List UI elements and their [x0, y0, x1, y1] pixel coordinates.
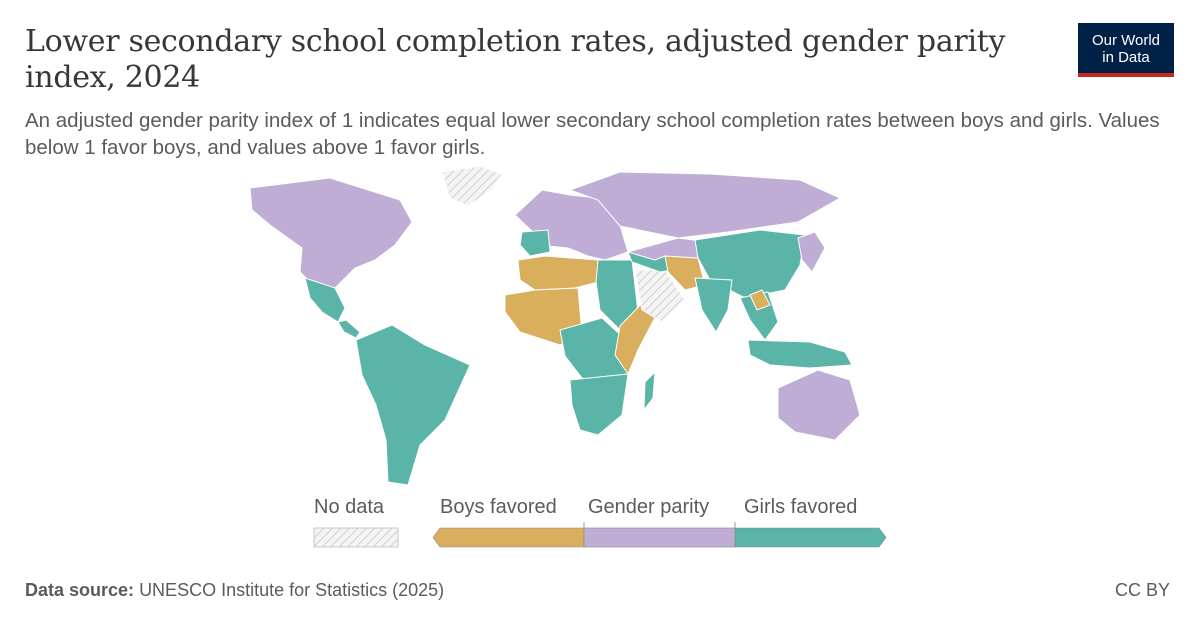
legend-swatches [313, 522, 887, 548]
owid-logo[interactable]: Our World in Data [1078, 23, 1174, 77]
legend-swatch-parity [583, 527, 736, 548]
map-region-madagascar[interactable] [643, 370, 656, 412]
map-region-north-africa[interactable] [517, 255, 599, 291]
map-region-russia[interactable] [568, 171, 842, 239]
map-region-north-america[interactable] [249, 177, 413, 289]
map-region-japan-korea[interactable] [797, 231, 826, 273]
map-region-australia[interactable] [777, 369, 861, 441]
data-source-label: Data source: [25, 580, 135, 600]
chart-subtitle: An adjusted gender parity index of 1 ind… [25, 109, 1160, 159]
legend-label-boys: Boys favored [440, 496, 557, 518]
map-region-laos[interactable] [749, 289, 771, 311]
map-region-southern-africa[interactable] [569, 373, 629, 436]
world-map[interactable] [150, 160, 1050, 490]
legend-label-no-data: No data [314, 496, 385, 518]
legend-swatch-girls [734, 527, 887, 548]
map-region-india[interactable] [694, 277, 733, 333]
legend-swatch-boys [432, 527, 585, 548]
legend-label-girls: Girls favored [744, 496, 858, 518]
data-source-text: UNESCO Institute for Statistics (2025) [139, 580, 445, 600]
logo-line-2: in Data [1102, 49, 1150, 66]
legend-swatch-no-data [313, 527, 399, 548]
map-region-greenland[interactable] [441, 165, 503, 207]
logo-line-1: Our World [1091, 32, 1161, 49]
map-region-central-america[interactable] [337, 319, 361, 339]
map-legend: No data Boys favored Gender parity Girls… [300, 492, 900, 552]
data-source: Data source: UNESCO Institute for Statis… [25, 580, 444, 601]
map-region-iberia[interactable] [519, 229, 551, 257]
legend-label-parity: Gender parity [588, 496, 710, 518]
license-link[interactable]: CC BY [1114, 580, 1170, 600]
map-region-indonesia[interactable] [747, 339, 853, 369]
map-region-south-america[interactable] [355, 324, 471, 486]
chart-title: Lower secondary school completion rates,… [25, 24, 1006, 95]
